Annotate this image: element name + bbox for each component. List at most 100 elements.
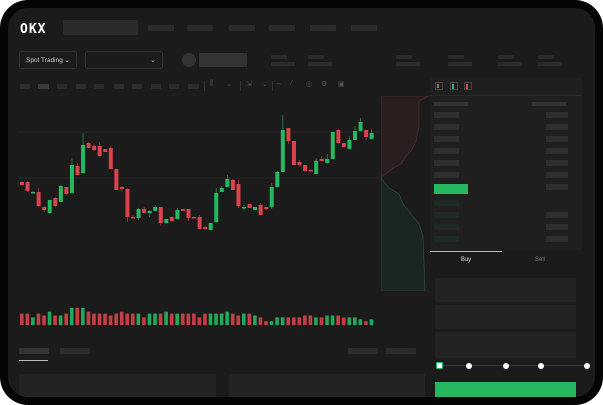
interval-button[interactable] bbox=[188, 84, 199, 89]
market-type-dropdown[interactable]: Spot Trading ⌄ bbox=[19, 51, 77, 69]
bid-amount bbox=[546, 212, 568, 218]
candle bbox=[264, 207, 269, 209]
line-tool-icon[interactable]: ∼ bbox=[276, 81, 282, 88]
volume-bar bbox=[219, 313, 224, 325]
chevron-down-icon[interactable]: ⌄ bbox=[226, 81, 232, 88]
both-sides-icon[interactable] bbox=[435, 82, 443, 90]
interval-button[interactable] bbox=[20, 84, 30, 89]
interval-button[interactable] bbox=[76, 84, 86, 89]
settings-icon[interactable]: ⚙ bbox=[321, 81, 328, 88]
candle bbox=[353, 131, 357, 140]
candle bbox=[64, 187, 69, 194]
slider-stop-100[interactable] bbox=[584, 363, 590, 369]
tab-sell[interactable]: Sell bbox=[534, 257, 545, 263]
interval-button[interactable] bbox=[151, 84, 161, 89]
asks-only-icon[interactable] bbox=[464, 82, 472, 90]
candle bbox=[20, 182, 24, 185]
candle bbox=[347, 140, 352, 149]
tab-order-history[interactable] bbox=[60, 348, 90, 354]
candle bbox=[297, 162, 302, 165]
candle bbox=[125, 189, 130, 217]
nav-item[interactable] bbox=[148, 25, 174, 31]
interval-button[interactable] bbox=[132, 84, 142, 89]
volume-bar bbox=[269, 321, 274, 325]
price-input[interactable] bbox=[435, 278, 576, 302]
draw-tool-icon[interactable]: ⁄ bbox=[291, 80, 293, 87]
tab-buy[interactable]: Buy bbox=[460, 257, 472, 263]
volume-bar bbox=[164, 311, 168, 325]
nav-item[interactable] bbox=[310, 25, 336, 31]
candle bbox=[58, 186, 63, 202]
active-tab-indicator bbox=[19, 360, 48, 361]
active-tab-indicator bbox=[430, 251, 502, 252]
candle bbox=[192, 217, 197, 219]
total-input[interactable] bbox=[435, 332, 576, 358]
volume-bar bbox=[53, 315, 57, 325]
volume-bar bbox=[186, 313, 191, 325]
stat-value bbox=[396, 62, 420, 66]
volume-bar bbox=[275, 317, 279, 325]
ask-price bbox=[434, 148, 459, 154]
stat-value bbox=[308, 62, 332, 66]
volume-bar bbox=[208, 313, 213, 325]
slider-stop-50[interactable] bbox=[503, 363, 509, 369]
nav-item[interactable] bbox=[187, 25, 213, 31]
chevron-down-icon: ⌄ bbox=[64, 57, 70, 64]
candlestick-chart[interactable] bbox=[8, 8, 595, 397]
volume-bar bbox=[97, 313, 102, 325]
volume-bar bbox=[192, 313, 196, 325]
volume-bar bbox=[47, 311, 52, 325]
volume-bar bbox=[108, 315, 113, 325]
ask-amount bbox=[546, 184, 568, 190]
slider-handle[interactable] bbox=[436, 362, 443, 369]
volume-bar bbox=[353, 317, 357, 325]
volume-bar bbox=[264, 321, 268, 325]
candle bbox=[108, 148, 113, 169]
fullscreen-icon[interactable]: ▣ bbox=[338, 81, 345, 88]
bids-depth-area bbox=[381, 177, 426, 291]
volume-bar bbox=[86, 311, 91, 325]
trading-pair-dropdown[interactable]: ⌄ bbox=[85, 51, 163, 69]
buy-button[interactable] bbox=[435, 382, 576, 397]
filter-button[interactable] bbox=[386, 348, 416, 354]
candle bbox=[208, 223, 213, 230]
interval-button[interactable] bbox=[57, 84, 67, 89]
interval-button[interactable] bbox=[94, 84, 104, 89]
bids-only-icon[interactable] bbox=[450, 82, 458, 90]
candle bbox=[142, 209, 147, 213]
indicator-icon[interactable]: ⇲ bbox=[246, 81, 252, 88]
interval-button[interactable] bbox=[169, 84, 179, 89]
interval-button[interactable] bbox=[114, 84, 124, 89]
volume-bar bbox=[153, 313, 157, 325]
nav-item[interactable] bbox=[351, 25, 377, 31]
volume-bar bbox=[203, 313, 207, 325]
volume-bar bbox=[103, 313, 107, 325]
tab-open-orders[interactable] bbox=[19, 348, 49, 354]
nav-item[interactable] bbox=[229, 25, 255, 31]
candle bbox=[319, 159, 324, 161]
volume-bar bbox=[92, 313, 96, 325]
amount-slider-track[interactable] bbox=[440, 365, 588, 366]
candle bbox=[314, 161, 319, 174]
ask-amount bbox=[546, 124, 568, 130]
volume-bar bbox=[336, 315, 340, 325]
search-bar[interactable] bbox=[63, 20, 138, 35]
candle bbox=[86, 143, 91, 148]
chevron-down-icon[interactable]: ⌄ bbox=[262, 81, 268, 88]
camera-icon[interactable]: ◎ bbox=[306, 81, 313, 88]
amount-input[interactable] bbox=[435, 305, 576, 329]
volume-bar bbox=[242, 313, 246, 325]
filter-button[interactable] bbox=[348, 348, 378, 354]
candle bbox=[180, 209, 185, 211]
ask-amount bbox=[546, 172, 568, 178]
order-book bbox=[430, 78, 582, 250]
candle bbox=[69, 165, 74, 193]
okx-logo[interactable]: OKX bbox=[20, 22, 47, 37]
slider-stop-75[interactable] bbox=[538, 363, 544, 369]
candle-type-icon[interactable]: ⫼ bbox=[210, 80, 214, 87]
interval-button[interactable] bbox=[38, 84, 49, 89]
stat-label bbox=[308, 55, 324, 59]
nav-item[interactable] bbox=[269, 25, 295, 31]
slider-stop-25[interactable] bbox=[466, 363, 472, 369]
